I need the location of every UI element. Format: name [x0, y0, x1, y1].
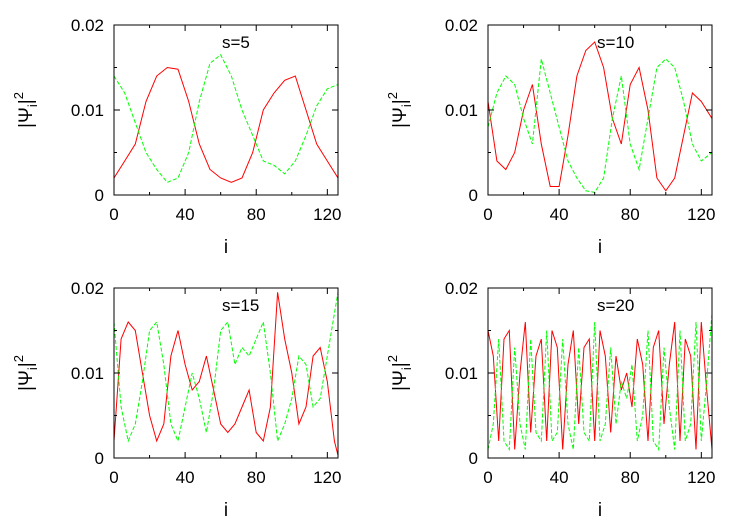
y-tick-label: 0.01 — [71, 364, 104, 383]
x-axis-label: i — [224, 237, 228, 258]
y-tick-label: 0.02 — [71, 279, 104, 298]
x-tick-label: 0 — [483, 468, 492, 487]
x-tick-label: 0 — [109, 468, 118, 487]
series-dashed-line — [114, 292, 338, 443]
series-dashed-line — [488, 58, 712, 193]
x-tick-label: 40 — [176, 468, 195, 487]
y-axis-label: |Ψi|2 — [11, 355, 40, 391]
x-tick-label: 80 — [621, 205, 640, 224]
x-tick-label: 0 — [109, 205, 118, 224]
x-tick-label: 80 — [247, 205, 266, 224]
x-tick-label: 40 — [176, 205, 195, 224]
x-tick-label: 0 — [483, 205, 492, 224]
panel-3: 0 40 80 120 0 0.01 0.02 i |Ψi|2 s=15 — [11, 279, 342, 521]
x-axis-label: i — [598, 237, 602, 258]
panel-annotation: s=10 — [597, 33, 634, 52]
x-tick-label: 120 — [313, 468, 341, 487]
x-tick-label: 120 — [687, 468, 715, 487]
panel-annotation: s=20 — [597, 296, 634, 315]
y-axis-label: |Ψi|2 — [385, 355, 414, 391]
series-solid-line — [114, 66, 338, 183]
y-tick-label: 0 — [95, 186, 104, 205]
series-solid-line — [488, 321, 712, 450]
y-tick-label: 0.01 — [71, 101, 104, 120]
panel-annotation: s=15 — [222, 296, 259, 315]
x-tick-label: 120 — [687, 205, 715, 224]
y-tick-label: 0.02 — [71, 16, 104, 35]
panel-4: 0 40 80 120 0 0.01 0.02 i |Ψi|2 s=20 — [385, 279, 716, 521]
y-tick-label: 0 — [469, 449, 478, 468]
x-tick-label: 40 — [550, 205, 569, 224]
x-tick-label: 120 — [313, 205, 341, 224]
x-tick-label: 80 — [247, 468, 266, 487]
x-tick-label: 80 — [621, 468, 640, 487]
x-axis-label: i — [224, 500, 228, 521]
y-axis-label: |Ψi|2 — [11, 92, 40, 128]
panel-1: 0 40 80 120 0 0.01 0.02 i |Ψi|2 s=5 — [11, 16, 342, 258]
series-dashed-line — [488, 313, 712, 452]
series-dashed-line — [114, 54, 338, 183]
y-axis-label: |Ψi|2 — [385, 92, 414, 128]
y-tick-label: 0 — [469, 186, 478, 205]
y-tick-label: 0 — [95, 449, 104, 468]
y-tick-label: 0.01 — [445, 101, 478, 120]
y-tick-label: 0.02 — [445, 279, 478, 298]
panel-annotation: s=5 — [222, 33, 250, 52]
panel-2: 0 40 80 120 0 0.01 0.02 i |Ψi|2 s=10 — [385, 16, 716, 258]
y-tick-label: 0.02 — [445, 16, 478, 35]
series-solid-line — [488, 41, 712, 192]
x-tick-label: 40 — [550, 468, 569, 487]
series-solid-line — [114, 292, 338, 456]
y-tick-label: 0.01 — [445, 364, 478, 383]
x-axis-label: i — [598, 500, 602, 521]
